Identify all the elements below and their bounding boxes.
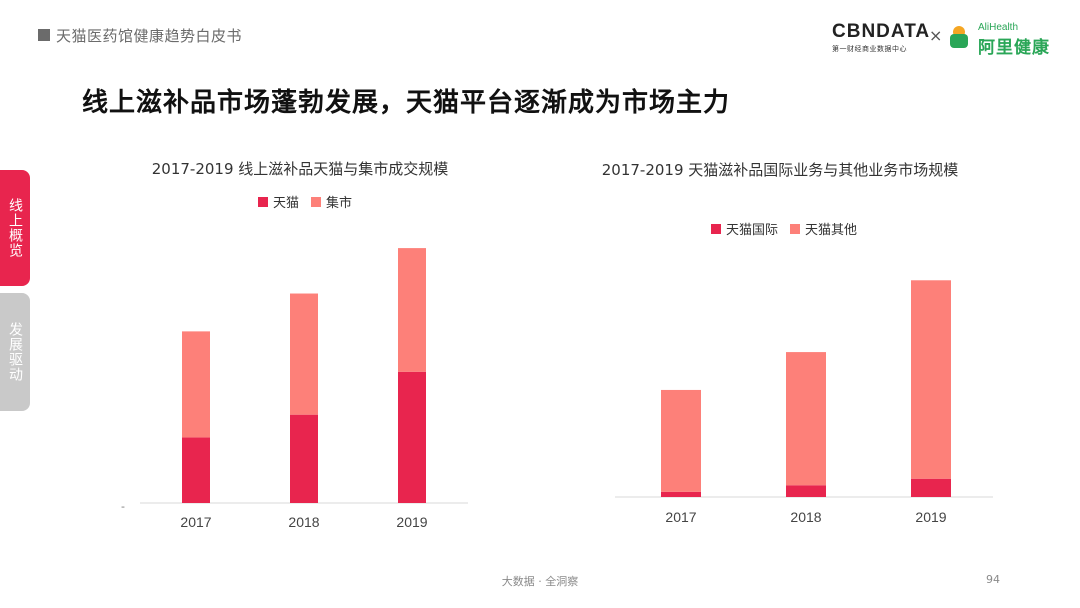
page-number: 94 <box>986 573 1000 586</box>
cbndata-logo: CBNDATA 第一财经商业数据中心 <box>832 22 930 54</box>
left-chart-title: 2017-2019 线上滋补品天猫与集市成交规模 <box>151 160 449 178</box>
bar-segment <box>398 248 426 372</box>
cbndata-logo-subtext: 第一财经商业数据中心 <box>832 45 907 53</box>
legend-label: 集市 <box>326 196 353 211</box>
legend-label: 天猫 <box>273 196 300 211</box>
bar-segment <box>290 293 318 415</box>
legend-label: 天猫国际 <box>726 223 779 238</box>
legend-label: 天猫其他 <box>805 223 858 238</box>
x-tick-label: 2017 <box>180 514 211 530</box>
cbndata-logo-text: CBNDATA <box>832 21 931 42</box>
left-chart-svg: 2017 2018 2019 <box>140 248 468 530</box>
x-tick-label: 2018 <box>790 509 821 525</box>
bar-segment <box>911 478 951 497</box>
left-chart-axis-mark: - <box>121 500 125 513</box>
report-title: 天猫医药馆健康趋势白皮书 <box>56 27 243 45</box>
legend-item: 天猫 <box>258 192 299 211</box>
side-tab-growth-drivers[interactable]: 发展驱动 <box>0 293 30 411</box>
left-chart: 2017 2018 2019 <box>140 225 480 545</box>
bar-segment <box>182 437 210 503</box>
x-tick-label: 2019 <box>915 509 946 525</box>
legend-item: 天猫国际 <box>711 219 778 238</box>
bar-segment <box>911 280 951 479</box>
side-tab-online-overview[interactable]: 线上概览 <box>0 170 30 286</box>
left-chart-legend: 天猫 集市 <box>258 192 364 211</box>
alihealth-logo-cn: 阿里健康 <box>978 38 1050 58</box>
legend-item: 天猫其他 <box>790 219 857 238</box>
legend-swatch <box>311 196 322 207</box>
legend-swatch <box>711 223 721 234</box>
logo-separator: × <box>929 26 943 45</box>
right-chart-svg: 2017 2018 2019 <box>615 280 993 525</box>
slide-title: 线上滋补品市场蓬勃发展，天猫平台逐渐成为市场主力 <box>82 88 731 118</box>
bar-segment <box>661 389 701 492</box>
side-tab-label: 线上概览 <box>7 198 23 258</box>
right-chart-legend: 天猫国际 天猫其他 <box>711 219 869 238</box>
bar-segment <box>786 352 826 486</box>
right-chart: 2017 2018 2019 <box>615 260 995 540</box>
footer-slogan: 大数据 · 全洞察 <box>501 575 579 588</box>
side-tab-label: 发展驱动 <box>7 322 23 382</box>
header-square-icon <box>38 29 50 41</box>
x-tick-label: 2018 <box>288 514 319 530</box>
right-chart-title: 2017-2019 天猫滋补品国际业务与其他业务市场规模 <box>601 161 959 179</box>
bar-segment <box>182 331 210 438</box>
bar-segment <box>661 491 701 497</box>
alihealth-logo-en: AliHealth <box>978 22 1019 33</box>
x-tick-label: 2019 <box>396 514 427 530</box>
bar-segment <box>786 485 826 497</box>
legend-swatch <box>258 196 268 207</box>
bar-segment <box>398 371 426 503</box>
bar-segment <box>290 414 318 503</box>
legend-item: 集市 <box>311 192 352 211</box>
alihealth-logo-icon <box>950 26 968 48</box>
x-tick-label: 2017 <box>665 509 696 525</box>
legend-swatch <box>790 223 801 234</box>
